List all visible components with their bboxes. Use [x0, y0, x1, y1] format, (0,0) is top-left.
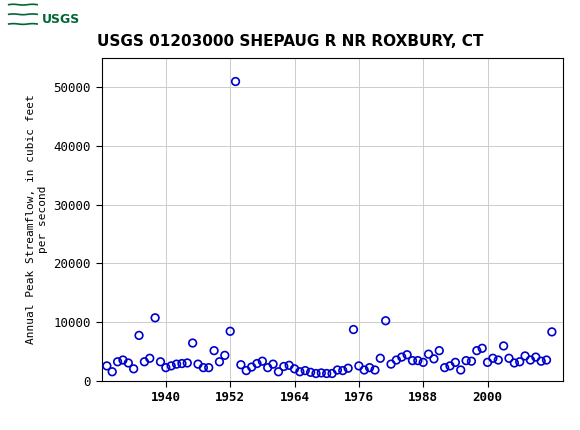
- Point: [505, 355, 514, 362]
- Point: [306, 369, 316, 376]
- Y-axis label: Annual Peak Streamflow, in cubic feet
per second: Annual Peak Streamflow, in cubic feet pe…: [27, 95, 48, 344]
- Point: [360, 366, 369, 373]
- FancyBboxPatch shape: [6, 3, 75, 36]
- Point: [424, 351, 433, 358]
- Point: [140, 358, 149, 365]
- Point: [166, 362, 176, 369]
- Point: [124, 359, 133, 366]
- Point: [263, 364, 273, 371]
- Point: [172, 361, 181, 368]
- Point: [376, 355, 385, 362]
- Point: [429, 356, 438, 362]
- Point: [242, 367, 251, 374]
- Point: [236, 361, 245, 368]
- Point: [193, 361, 202, 368]
- Point: [183, 359, 192, 366]
- Point: [488, 355, 498, 362]
- Point: [226, 328, 235, 335]
- Point: [408, 357, 417, 364]
- Point: [397, 353, 407, 360]
- Text: USGS 01203000 SHEPAUG R NR ROXBURY, CT: USGS 01203000 SHEPAUG R NR ROXBURY, CT: [97, 34, 483, 49]
- Point: [274, 369, 283, 375]
- Point: [520, 353, 530, 359]
- Point: [145, 355, 154, 362]
- Point: [322, 370, 331, 377]
- Point: [403, 351, 412, 358]
- Point: [494, 356, 503, 363]
- Point: [338, 367, 347, 374]
- Point: [279, 363, 288, 370]
- Point: [295, 369, 305, 375]
- Point: [343, 365, 353, 372]
- Point: [188, 340, 197, 347]
- Point: [258, 358, 267, 365]
- Point: [349, 326, 358, 333]
- Point: [204, 364, 213, 371]
- Point: [510, 359, 519, 366]
- Point: [536, 358, 546, 365]
- Point: [269, 361, 278, 368]
- Point: [477, 345, 487, 352]
- Point: [462, 357, 471, 364]
- Point: [472, 347, 481, 354]
- Point: [252, 360, 262, 367]
- Point: [247, 364, 256, 371]
- Point: [300, 367, 310, 374]
- Point: [440, 364, 450, 371]
- Point: [231, 78, 240, 85]
- Point: [542, 356, 551, 363]
- Point: [548, 329, 557, 335]
- Point: [456, 366, 465, 373]
- Point: [526, 356, 535, 363]
- Point: [177, 360, 187, 367]
- Point: [515, 358, 524, 365]
- Point: [499, 343, 508, 350]
- Point: [161, 364, 171, 371]
- Point: [118, 356, 128, 363]
- Point: [386, 361, 396, 368]
- Point: [215, 358, 224, 365]
- Point: [129, 366, 138, 372]
- Point: [434, 347, 444, 354]
- Point: [285, 362, 294, 369]
- Point: [531, 353, 541, 360]
- Point: [365, 364, 374, 371]
- Point: [135, 332, 144, 339]
- Point: [220, 352, 230, 359]
- Point: [451, 359, 460, 366]
- Point: [413, 357, 422, 364]
- Point: [445, 362, 455, 369]
- Point: [370, 366, 379, 373]
- Point: [199, 364, 208, 371]
- Point: [467, 358, 476, 365]
- Point: [311, 370, 321, 377]
- Point: [419, 359, 428, 366]
- Point: [333, 366, 342, 373]
- Point: [483, 359, 492, 366]
- Point: [317, 369, 326, 376]
- Point: [102, 362, 111, 369]
- Text: USGS: USGS: [42, 13, 80, 26]
- Point: [209, 347, 219, 354]
- Point: [113, 358, 122, 365]
- Point: [354, 362, 364, 369]
- Point: [392, 356, 401, 363]
- Point: [381, 317, 390, 324]
- Point: [107, 369, 117, 375]
- Point: [328, 370, 337, 377]
- Point: [290, 366, 299, 372]
- Point: [150, 314, 160, 321]
- Point: [156, 358, 165, 365]
